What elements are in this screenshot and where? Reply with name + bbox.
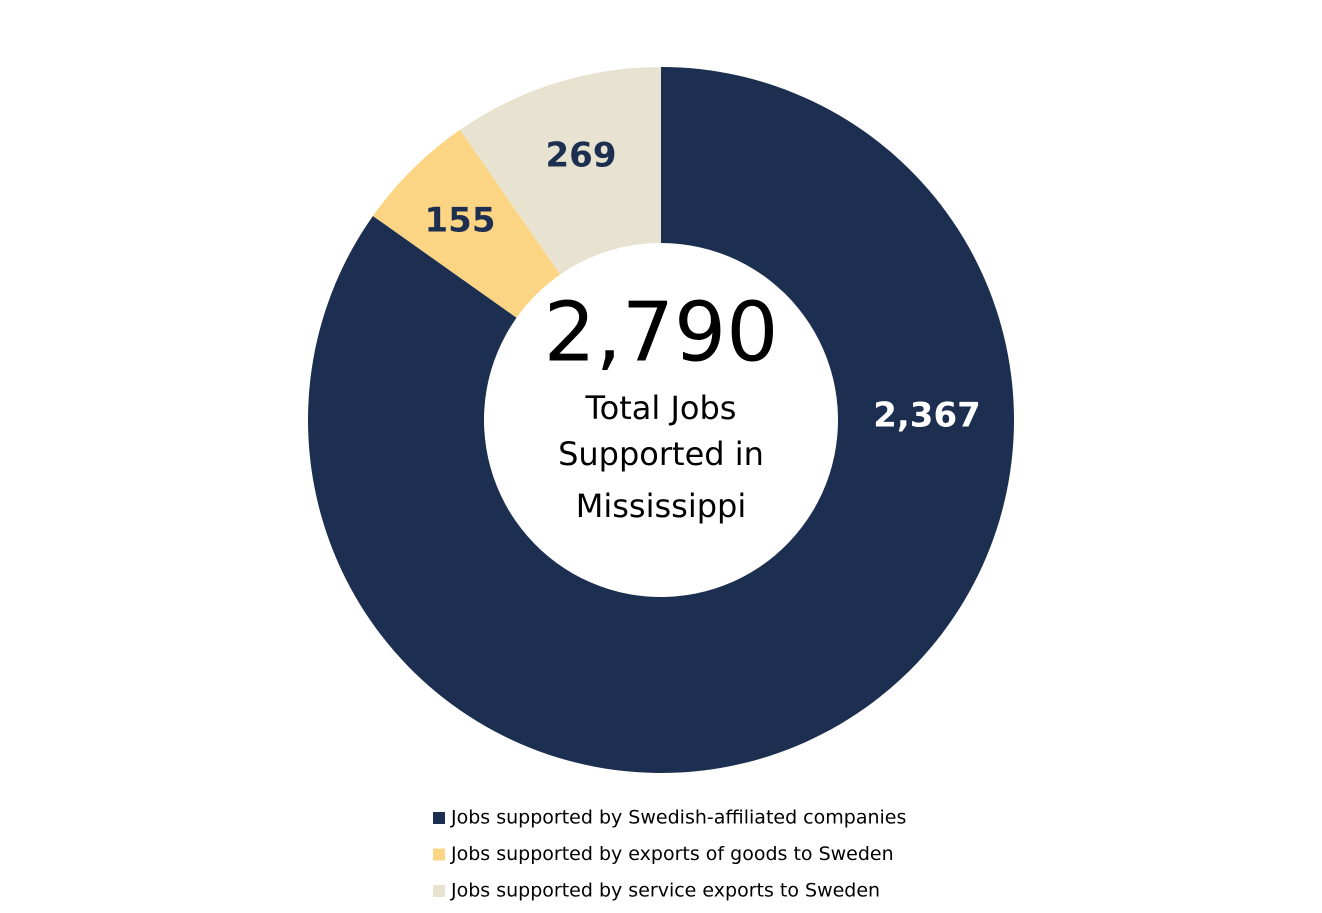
legend-label: Jobs supported by exports of goods to Sw… [450, 843, 894, 865]
data-label: 2,367 [873, 396, 981, 436]
donut-segment [460, 67, 661, 275]
data-label: 155 [425, 201, 496, 241]
legend-swatch [433, 812, 445, 824]
center-text: Supported in [558, 435, 764, 473]
legend-label: Jobs supported by Swedish-affiliated com… [450, 807, 906, 829]
donut-segment [307, 67, 1014, 773]
legend-swatch [433, 885, 445, 897]
center-text: Mississippi [576, 487, 746, 525]
legend-swatch [433, 848, 445, 861]
donut-segment [372, 129, 561, 318]
center-text: Total Jobs [585, 389, 737, 427]
center-total: 2,790 [544, 285, 779, 380]
legend-label: Jobs supported by service exports to Swe… [450, 880, 880, 902]
data-label: 269 [546, 136, 617, 176]
